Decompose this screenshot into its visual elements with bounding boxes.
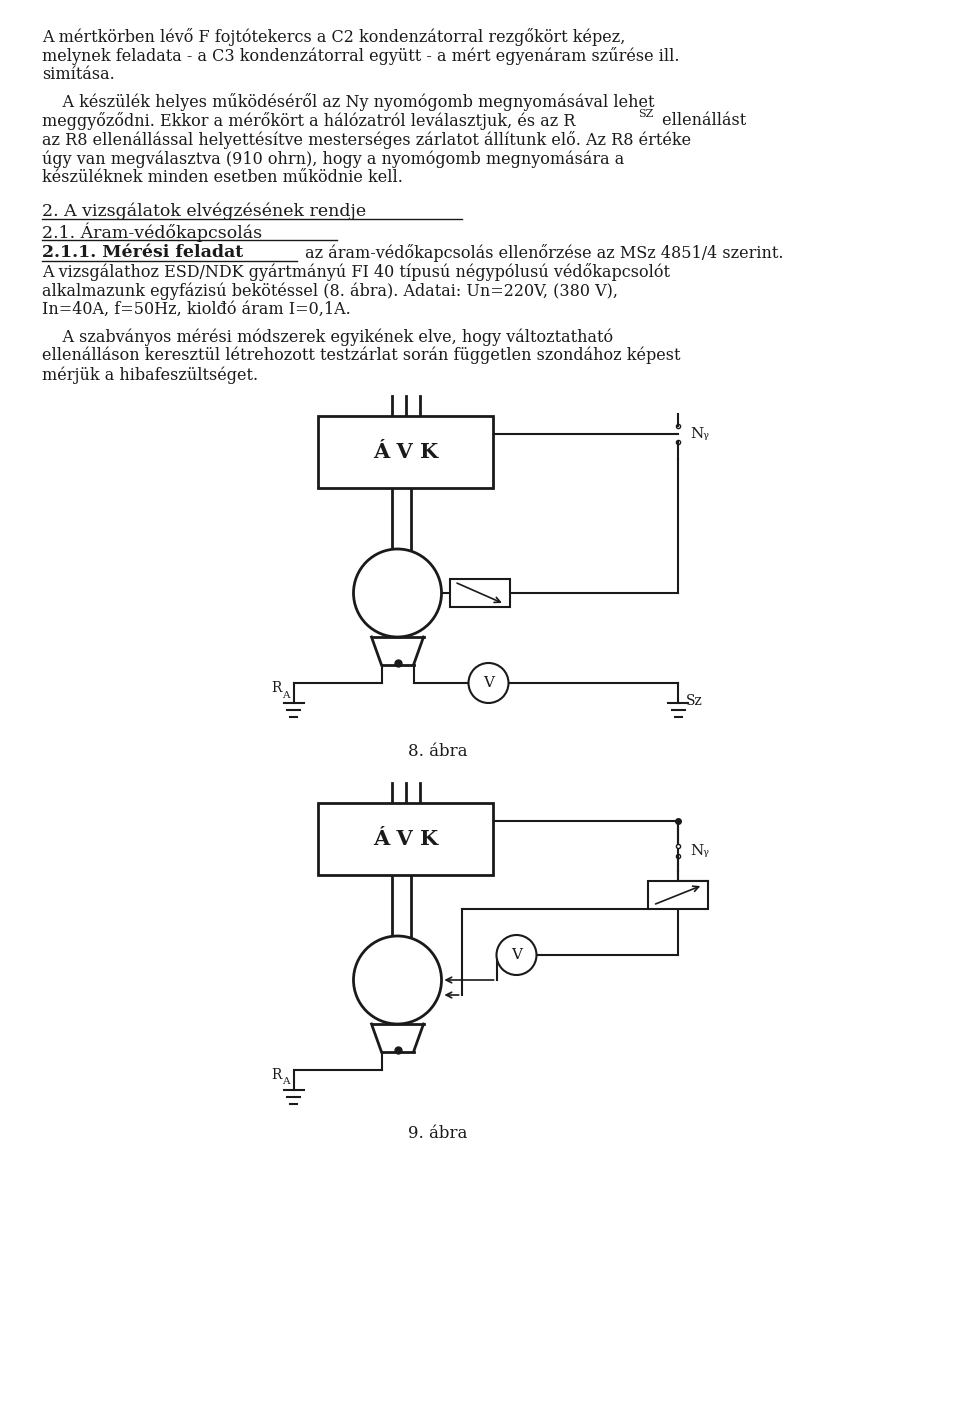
Text: Á V K: Á V K: [372, 829, 438, 849]
Text: A: A: [282, 1078, 290, 1086]
Text: R: R: [272, 682, 282, 694]
Text: A készülék helyes működéséről az Ny nyomógomb megnyomásával lehet: A készülék helyes működéséről az Ny nyom…: [42, 92, 655, 111]
Text: az áram-védőkapcsolás ellenőrzése az MSz 4851/4 szerint.: az áram-védőkapcsolás ellenőrzése az MSz…: [300, 244, 783, 263]
Text: úgy van megválasztva (910 ohrn), hogy a nyomógomb megnyomására a: úgy van megválasztva (910 ohrn), hogy a …: [42, 151, 624, 168]
Circle shape: [353, 550, 442, 638]
Text: V: V: [483, 676, 494, 690]
Text: A mértkörben lévő F fojtótekercs a C2 kondenzátorral rezgőkört képez,: A mértkörben lévő F fojtótekercs a C2 ko…: [42, 28, 625, 45]
Text: A szabványos mérési módszerek egyikének elve, hogy változtatható: A szabványos mérési módszerek egyikének …: [42, 328, 613, 345]
Text: R: R: [272, 1068, 282, 1082]
Text: 2.1. Áram-védőkapcsolás: 2.1. Áram-védőkapcsolás: [42, 223, 262, 243]
Text: Sz: Sz: [686, 694, 703, 709]
Text: mérjük a hibafeszültséget.: mérjük a hibafeszültséget.: [42, 366, 258, 383]
Text: V: V: [511, 949, 522, 961]
Text: 2.1.1. Mérési feladat: 2.1.1. Mérési feladat: [42, 244, 243, 261]
Text: A: A: [282, 690, 290, 700]
Text: Nᵧ: Nᵧ: [690, 427, 709, 442]
Text: simítása.: simítása.: [42, 65, 115, 82]
Text: 2. A vizsgálatok elvégzésének rendje: 2. A vizsgálatok elvégzésének rendje: [42, 202, 366, 220]
Text: melynek feladata - a C3 kondenzátorral együtt - a mért egyenáram szűrése ill.: melynek feladata - a C3 kondenzátorral e…: [42, 47, 680, 65]
Bar: [318, 416, 493, 488]
Text: meggyőződni. Ekkor a mérőkört a hálózatról leválasztjuk, és az R: meggyőződni. Ekkor a mérőkört a hálózatr…: [42, 112, 575, 131]
Bar: [449, 579, 510, 606]
Text: alkalmazunk egyfázisú bekötéssel (8. ábra). Adatai: Un=220V, (380 V),: alkalmazunk egyfázisú bekötéssel (8. ábr…: [42, 283, 618, 300]
Text: az R8 ellenállással helyettésítve mesterséges zárlatot állítunk elő. Az R8 érték: az R8 ellenállással helyettésítve mester…: [42, 131, 691, 149]
Circle shape: [353, 936, 442, 1024]
Circle shape: [496, 934, 537, 976]
Text: SZ: SZ: [638, 109, 653, 119]
Text: ellenállást: ellenállást: [657, 112, 746, 129]
Text: ellenálláson keresztül létrehozott testzárlat során független szondához képest: ellenálláson keresztül létrehozott testz…: [42, 346, 681, 365]
Text: In=40A, f=50Hz, kiolđó áram I=0,1A.: In=40A, f=50Hz, kiolđó áram I=0,1A.: [42, 301, 350, 318]
Text: A vizsgálathoz ESD/NDK gyártmányú FI 40 típusú négypólusú védőkapcsolót: A vizsgálathoz ESD/NDK gyártmányú FI 40 …: [42, 263, 670, 281]
Text: 8. ábra: 8. ábra: [408, 743, 468, 760]
Text: Á V K: Á V K: [372, 442, 438, 462]
Text: 9. ábra: 9. ábra: [408, 1125, 468, 1142]
Bar: [318, 802, 493, 875]
Circle shape: [468, 663, 509, 703]
Text: Nᵧ: Nᵧ: [690, 843, 709, 858]
Text: készüléknek minden esetben működnie kell.: készüléknek minden esetben működnie kell…: [42, 169, 403, 186]
Bar: [648, 880, 708, 909]
